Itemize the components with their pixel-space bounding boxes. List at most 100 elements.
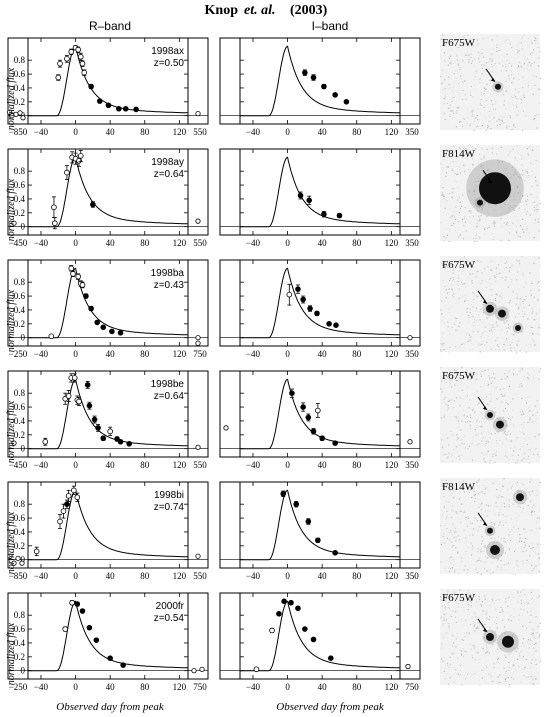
noise-pixel [519,448,521,450]
main-plot-frame [239,37,401,125]
noise-pixel [465,551,467,553]
noise-pixel [458,87,460,89]
noise-pixel [508,459,510,461]
noise-pixel [453,537,455,539]
noise-pixel [500,206,502,208]
data-point-open [75,46,81,53]
noise-pixel [442,44,444,47]
noise-pixel [464,636,466,638]
noise-pixel [539,563,541,565]
noise-pixel [442,605,444,607]
noise-pixel [507,433,509,435]
noise-pixel [457,437,460,439]
right-inset-frame [187,148,209,236]
x-tick-label: 40 [106,238,116,248]
noise-pixel [517,322,520,324]
noise-pixel [499,388,501,391]
panel-1998ax-I: −40 0 40 80 120 350 [219,37,421,137]
noise-pixel [450,419,452,421]
noise-pixel [538,570,540,573]
noise-pixel [488,421,490,424]
noise-pixel [512,635,514,637]
noise-pixel [458,107,460,109]
noise-pixel [527,372,529,374]
noise-pixel [457,606,459,608]
noise-pixel [469,427,471,429]
noise-pixel [534,72,536,74]
noise-pixel [536,632,538,634]
noise-pixel [508,162,510,165]
noise-pixel [505,90,507,92]
noise-pixel [493,509,495,511]
noise-pixel [440,525,442,527]
noise-pixel [458,325,460,327]
noise-pixel [451,306,453,308]
noise-pixel [522,76,524,78]
noise-pixel [501,496,503,498]
noise-pixel [453,597,455,599]
noise-pixel [448,351,450,353]
noise-pixel [534,257,536,259]
noise-pixel [530,293,532,295]
noise-pixel [496,50,498,52]
noise-pixel [539,409,541,411]
noise-pixel [453,449,455,451]
noise-pixel [489,117,491,119]
noise-pixel [507,510,509,512]
noise-pixel [463,79,465,81]
noise-pixel [494,537,496,539]
noise-pixel [486,453,488,455]
noise-pixel [451,90,453,92]
noise-pixel [517,65,520,67]
noise-pixel [441,319,443,321]
noise-pixel [483,202,485,204]
x-tick-label: −40 [34,127,49,137]
noise-pixel [477,59,479,61]
noise-pixel [479,219,481,221]
noise-pixel [493,639,495,642]
noise-pixel [443,59,445,61]
arrow-head-icon [483,406,487,410]
noise-pixel [441,460,443,462]
noise-pixel [489,569,491,571]
left-inset-frame [219,37,241,125]
noise-pixel [522,550,524,553]
noise-pixel [450,430,452,432]
data-point-open [75,273,81,280]
noise-pixel [457,64,459,66]
left-inset-point [11,440,17,446]
noise-pixel [498,684,500,686]
noise-pixel [499,611,501,613]
noise-pixel [533,296,535,298]
noise-pixel [536,282,538,285]
noise-pixel [535,208,537,211]
noise-pixel [505,107,507,109]
noise-pixel [515,111,517,113]
right-inset-frame [187,37,209,125]
noise-pixel [536,678,538,680]
noise-pixel [492,456,494,458]
noise-pixel [460,78,462,80]
noise-pixel [458,640,460,642]
noise-pixel [455,161,457,163]
x-tick-label: 40 [318,571,328,581]
noise-pixel [496,440,498,442]
noise-pixel [526,443,528,446]
noise-pixel [531,308,533,310]
data-point-filled [96,98,103,104]
noise-pixel [497,661,499,663]
noise-pixel [477,652,479,654]
noise-pixel [472,113,474,115]
noise-pixel [538,517,540,519]
noise-pixel [440,309,442,311]
panel-1998ay-I: −40 0 40 80 120 350 [219,148,421,248]
data-point-filled [332,92,338,98]
data-point-filled [281,598,287,605]
noise-pixel [480,425,482,427]
noise-pixel [469,174,471,176]
noise-pixel [532,632,534,634]
noise-pixel [485,443,487,445]
noise-pixel [527,602,529,604]
data-point-filled [315,537,321,544]
noise-pixel [501,297,503,299]
